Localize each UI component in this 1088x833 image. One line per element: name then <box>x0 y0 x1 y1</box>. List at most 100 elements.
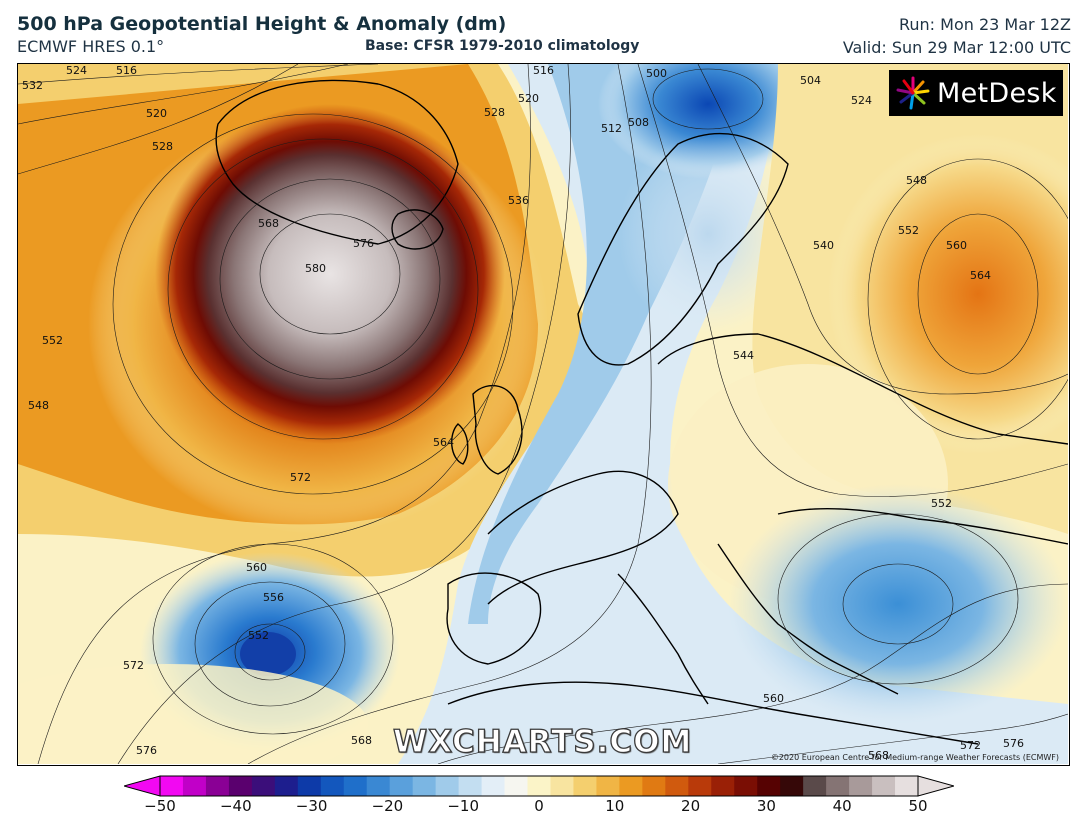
colorbar-cell <box>780 776 804 796</box>
colorbar-cell <box>320 776 345 796</box>
colorbar-cell <box>734 776 758 796</box>
colorbar-tick-label: 40 <box>832 797 852 815</box>
contour-label: 552 <box>248 629 269 642</box>
metdesk-logo: MetDesk <box>889 70 1063 116</box>
colorbar-tick-label: −50 <box>144 797 176 815</box>
colorbar-max-arrow <box>917 775 954 797</box>
colorbar-cell <box>412 776 437 796</box>
contour-label: 552 <box>42 334 63 347</box>
colorbar-cell <box>366 776 391 796</box>
colorbar-tick-label: −20 <box>371 797 404 815</box>
colorbar-cell <box>435 776 460 796</box>
contour-label: 516 <box>533 64 554 77</box>
contour-label: 572 <box>123 659 144 672</box>
contour-label: 508 <box>628 116 649 129</box>
colorbar-cell <box>527 776 552 796</box>
contour-label: 520 <box>146 107 167 120</box>
contour-label: 560 <box>246 561 267 574</box>
wxcharts-watermark: WXCHARTS.COM <box>392 723 693 760</box>
colorbar-tick-label: 50 <box>908 797 928 815</box>
contour-label: 576 <box>353 237 374 250</box>
anomaly-map[interactable]: 532 524 516 520 528 568 576 580 552 548 … <box>17 63 1070 766</box>
contour-label: 572 <box>290 471 311 484</box>
contour-label: 512 <box>601 122 622 135</box>
chart-title: 500 hPa Geopotential Height & Anomaly (d… <box>17 13 507 35</box>
contour-label: 504 <box>800 74 821 87</box>
contour-label: 524 <box>66 64 87 77</box>
blocking-high <box>155 104 505 444</box>
trough-region <box>398 64 1068 764</box>
contour-label: 564 <box>433 436 454 449</box>
colorbar-cell <box>573 776 598 796</box>
height-contours <box>18 64 1068 764</box>
colorbar-tick-label: 10 <box>605 797 625 815</box>
colorbar-cell <box>872 776 896 796</box>
colorbar-cell <box>642 776 666 796</box>
colorbar-cell <box>481 776 506 796</box>
colorbar-cell <box>205 776 230 796</box>
model-label: ECMWF HRES 0.1° <box>17 37 165 56</box>
colorbar-min-arrow <box>124 775 161 797</box>
contour-label: 576 <box>136 744 157 757</box>
colorbar-ticks: −50 −40 −30 −20 −10 0 10 20 30 40 50 <box>0 797 1088 821</box>
coastlines <box>215 79 1068 745</box>
contour-label: 520 <box>518 92 539 105</box>
colorbar-cell <box>619 776 643 796</box>
colorbar-tick-label: −40 <box>219 797 252 815</box>
contour-label: 528 <box>484 106 505 119</box>
contour-label: 568 <box>351 734 372 747</box>
colorbar-cell <box>251 776 276 796</box>
colorbar-cell <box>389 776 414 796</box>
colorbar-cell <box>688 776 712 796</box>
colorbar-tick-label: −30 <box>295 797 328 815</box>
climatology-base-label: Base: CFSR 1979-2010 climatology <box>365 38 640 54</box>
contour-label: 528 <box>152 140 173 153</box>
colorbar-cell <box>182 776 207 796</box>
colorbar-tick-label: −10 <box>447 797 480 815</box>
colorbar-cell <box>274 776 299 796</box>
colorbar-cell <box>504 776 529 796</box>
contour-label: 580 <box>305 262 326 275</box>
contour-label: 548 <box>28 399 49 412</box>
colorbar-tick-label: 30 <box>756 797 776 815</box>
contour-label: 560 <box>946 239 967 252</box>
contour-label: 552 <box>931 497 952 510</box>
contour-label: 552 <box>898 224 919 237</box>
colorbar-cell <box>849 776 873 796</box>
contour-label: 572 <box>960 739 981 752</box>
ecmwf-copyright: ©2020 European Centre for Medium-range W… <box>770 753 1059 762</box>
contour-label: 516 <box>116 64 137 77</box>
colorbar-cell <box>757 776 781 796</box>
contour-label: 576 <box>1003 737 1024 750</box>
contour-label: 544 <box>733 349 754 362</box>
contour-label: 556 <box>263 591 284 604</box>
colorbar-cell <box>160 776 184 796</box>
colorbar-cell <box>596 776 620 796</box>
contour-label: 560 <box>763 692 784 705</box>
contour-label: 500 <box>646 67 667 80</box>
colorbar-cell <box>550 776 575 796</box>
contour-label: 568 <box>868 749 889 762</box>
colorbar-tick-label: 20 <box>681 797 701 815</box>
contour-label: 568 <box>258 217 279 230</box>
metdesk-logo-icon <box>896 76 930 110</box>
colorbar-cell <box>895 776 919 796</box>
eastern-med-low <box>728 484 1068 724</box>
colorbar-cell <box>803 776 827 796</box>
contour-label: 548 <box>906 174 927 187</box>
contour-labels: 532 524 516 520 528 568 576 580 552 548 … <box>22 64 1024 762</box>
colorbar-cell <box>826 776 850 796</box>
colorbar-cell <box>665 776 689 796</box>
contour-label: 564 <box>970 269 991 282</box>
run-time-label: Run: Mon 23 Mar 12Z <box>898 15 1071 34</box>
contour-label: 524 <box>851 94 872 107</box>
eastern-high <box>828 134 1068 454</box>
contour-label: 536 <box>508 194 529 207</box>
contour-label: 540 <box>813 239 834 252</box>
northern-low <box>598 64 818 179</box>
metdesk-logo-text: MetDesk <box>937 77 1057 109</box>
contour-label: 532 <box>22 79 43 92</box>
valid-time-label: Valid: Sun 29 Mar 12:00 UTC <box>842 38 1071 57</box>
colorbar-cell <box>297 776 322 796</box>
map-canvas: 532 524 516 520 528 568 576 580 552 548 … <box>18 64 1068 764</box>
